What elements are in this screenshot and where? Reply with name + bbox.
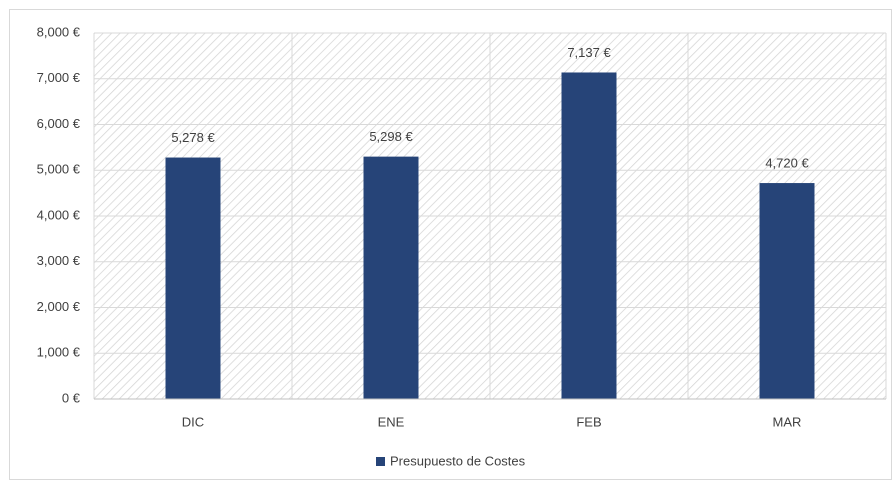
x-tick-label: DIC	[182, 414, 204, 429]
bar	[561, 72, 617, 400]
data-label: 7,137 €	[567, 45, 611, 60]
y-tick-label: 2,000 €	[37, 299, 81, 314]
y-tick-label: 8,000 €	[37, 24, 81, 39]
data-label: 5,298 €	[369, 129, 413, 144]
y-tick-label: 6,000 €	[37, 116, 81, 131]
data-label: 5,278 €	[171, 130, 215, 145]
x-tick-label: FEB	[576, 414, 601, 429]
legend-label: Presupuesto de Costes	[390, 453, 526, 468]
x-tick-label: ENE	[378, 414, 405, 429]
x-tick-label: MAR	[773, 414, 802, 429]
bar	[759, 183, 815, 399]
data-label: 4,720 €	[765, 155, 809, 170]
y-tick-label: 5,000 €	[37, 162, 81, 177]
bar	[363, 156, 419, 399]
y-tick-label: 0 €	[62, 390, 81, 405]
legend-swatch	[376, 457, 385, 466]
y-tick-label: 1,000 €	[37, 345, 81, 360]
y-tick-label: 4,000 €	[37, 207, 81, 222]
bar	[165, 157, 221, 399]
y-tick-label: 7,000 €	[37, 70, 81, 85]
y-tick-label: 3,000 €	[37, 253, 81, 268]
